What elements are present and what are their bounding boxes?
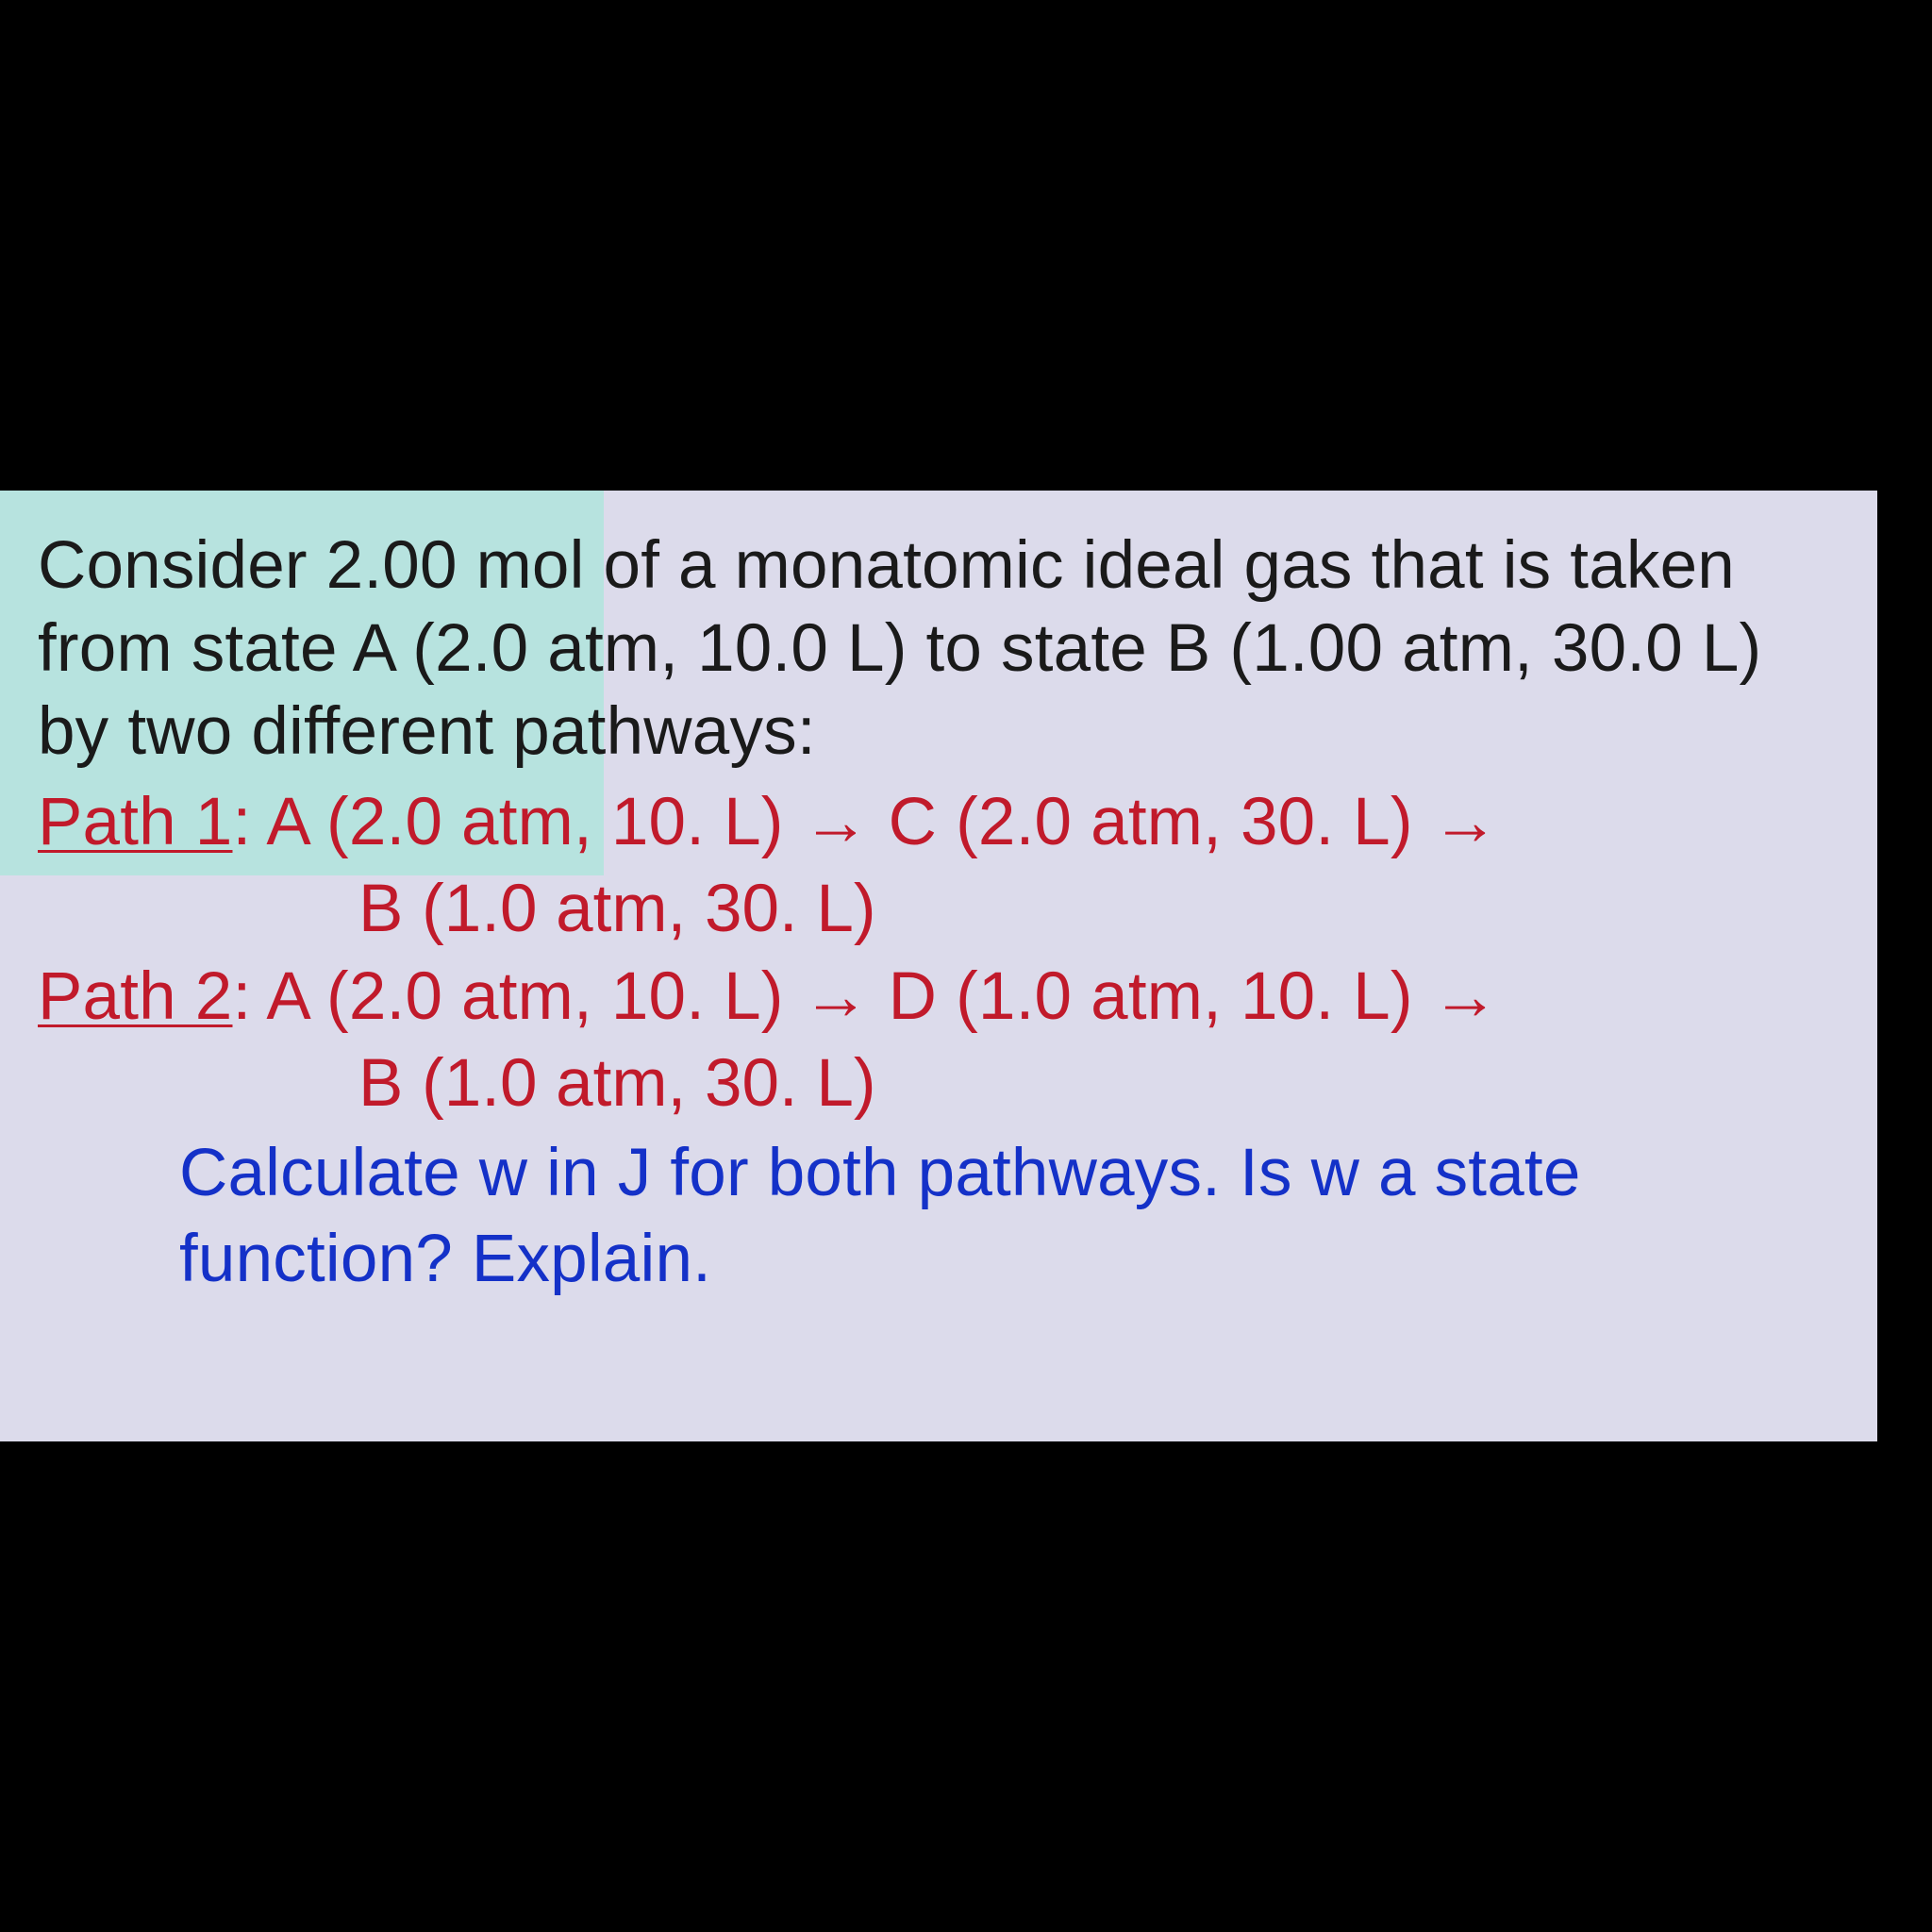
- path-2-line-1: Path 2: A (2.0 atm, 10. L) → D (1.0 atm,…: [38, 954, 1840, 1041]
- question-text: Calculate w in J for both pathways. Is w…: [179, 1131, 1840, 1303]
- slide-content: Consider 2.00 mol of a monatomic ideal g…: [0, 491, 1877, 1341]
- path-1-line-1: Path 1: A (2.0 atm, 10. L) → C (2.0 atm,…: [38, 779, 1840, 866]
- slide: Consider 2.00 mol of a monatomic ideal g…: [0, 491, 1898, 1455]
- path-2-label: Path 2: [38, 959, 232, 1034]
- path-1-label: Path 1: [38, 785, 232, 859]
- slide-container: Consider 2.00 mol of a monatomic ideal g…: [0, 491, 1932, 1441]
- path-1-line-2: B (1.0 atm, 30. L): [358, 866, 1840, 953]
- path-2-line-2: B (1.0 atm, 30. L): [358, 1041, 1840, 1127]
- problem-intro: Consider 2.00 mol of a monatomic ideal g…: [38, 525, 1840, 774]
- path-2-body: : A (2.0 atm, 10. L) → D (1.0 atm, 10. L…: [232, 959, 1498, 1034]
- path-1-body: : A (2.0 atm, 10. L) → C (2.0 atm, 30. L…: [232, 785, 1498, 859]
